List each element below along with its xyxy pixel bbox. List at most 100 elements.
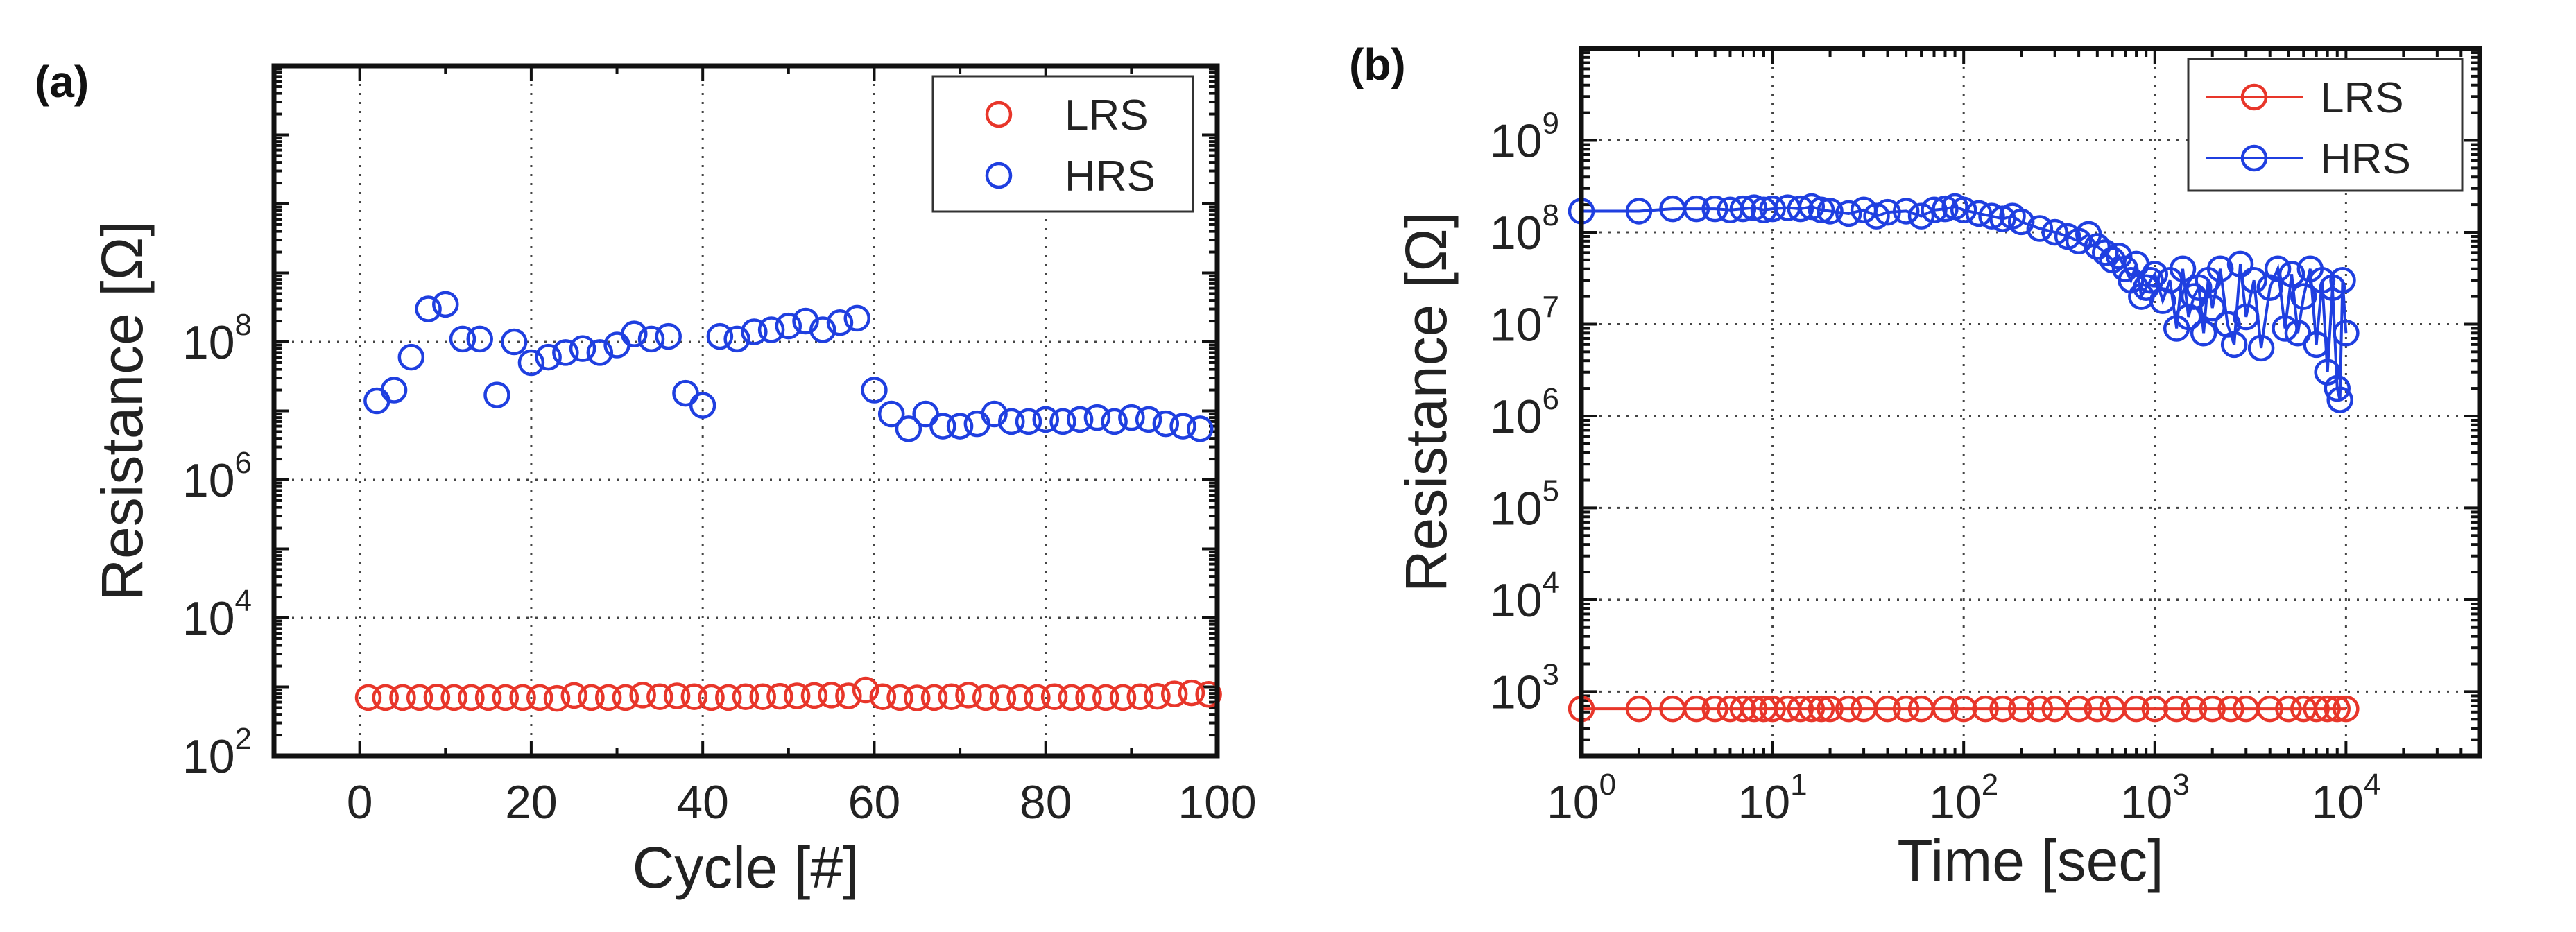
- data-point: [792, 307, 819, 335]
- legend-item-hrs: HRS: [985, 153, 1156, 200]
- data-point: [1740, 695, 1768, 723]
- legend-label: LRS: [2320, 74, 2404, 122]
- series-hrs: [363, 291, 1214, 442]
- data-point: [1950, 695, 1977, 723]
- series-line-hrs: [1581, 205, 2348, 401]
- data-point: [1759, 195, 1786, 223]
- data-point: [1729, 695, 1757, 723]
- legend-box: [931, 75, 1194, 213]
- data-point: [1126, 683, 1153, 710]
- data-point: [458, 684, 485, 711]
- x-tick-label: 102: [1929, 768, 1998, 829]
- data-point: [543, 684, 571, 712]
- data-point: [689, 392, 716, 419]
- data-point: [818, 682, 845, 709]
- data-point: [2240, 266, 2267, 294]
- data-point: [1032, 406, 1059, 433]
- data-point: [1101, 408, 1128, 435]
- x-tick-label: 100: [1547, 768, 1616, 829]
- data-point: [2264, 255, 2292, 282]
- data-point: [2278, 261, 2305, 288]
- data-point: [415, 295, 442, 322]
- data-point: [2163, 695, 2190, 723]
- data-point: [1874, 695, 1901, 723]
- data-point: [1187, 415, 1214, 442]
- data-point: [594, 684, 622, 711]
- data-point: [1950, 196, 1977, 224]
- data-point: [509, 684, 536, 711]
- data-point: [981, 400, 1008, 428]
- data-point: [2303, 695, 2330, 723]
- data-point: [2180, 695, 2208, 723]
- legend-item-hrs: HRS: [2206, 135, 2411, 183]
- y-tick-labels: 102 104 106 108: [182, 308, 252, 783]
- panel-label: (a): [35, 57, 89, 107]
- data-point: [1066, 406, 1094, 433]
- data-point: [1144, 682, 1171, 710]
- data-point: [1817, 198, 1844, 225]
- data-point: [1759, 695, 1786, 723]
- data-point: [2206, 255, 2234, 282]
- data-point: [1625, 695, 1653, 723]
- data-point: [2065, 695, 2093, 723]
- data-point: [1907, 202, 1935, 230]
- data-point: [466, 325, 493, 353]
- data-point: [800, 682, 828, 709]
- data-point: [989, 684, 1017, 711]
- legend: LRS HRS: [931, 75, 1194, 213]
- data-point: [372, 684, 399, 711]
- data-point: [363, 387, 390, 415]
- data-point: [2275, 695, 2302, 723]
- y-tick-label: 108: [1490, 198, 1559, 259]
- x-tick-label: 80: [1020, 776, 1072, 829]
- legend-marker: [985, 101, 1013, 128]
- data-point: [1701, 695, 1728, 723]
- data-point: [1092, 684, 1119, 711]
- data-point: [1729, 195, 1757, 223]
- plot-frame: [1579, 46, 2482, 759]
- data-point: [612, 684, 639, 711]
- data-point: [809, 316, 836, 343]
- data-point: [869, 683, 897, 710]
- legend-box: [2187, 58, 2464, 192]
- data-point: [526, 684, 553, 711]
- data-point: [1932, 195, 1959, 223]
- data-point: [1835, 200, 1862, 227]
- data-point: [2007, 208, 2035, 236]
- data-point: [1083, 404, 1111, 431]
- data-point: [1160, 680, 1188, 707]
- data-point: [2141, 261, 2169, 288]
- data-point: [2105, 243, 2133, 270]
- series-lrs: [354, 676, 1222, 712]
- data-point: [1109, 684, 1137, 711]
- data-point: [552, 339, 579, 366]
- data-point: [2190, 320, 2217, 347]
- data-point: [1178, 679, 1205, 707]
- data-point: [766, 682, 793, 710]
- y-tick-label: 107: [1490, 290, 1559, 351]
- data-point: [2324, 374, 2351, 402]
- data-point: [826, 309, 854, 336]
- x-axis-label: Cycle [#]: [633, 835, 859, 900]
- data-point: [946, 413, 974, 440]
- data-point: [535, 343, 562, 371]
- data-point: [578, 684, 605, 711]
- data-point: [1075, 684, 1102, 711]
- data-point: [2007, 695, 2035, 723]
- data-point: [500, 328, 528, 356]
- data-point: [1152, 410, 1180, 438]
- y-tick-label: 105: [1490, 474, 1559, 535]
- data-point: [646, 683, 673, 710]
- data-point: [2091, 239, 2119, 266]
- y-tick-label: 103: [1490, 657, 1559, 718]
- data-point: [637, 325, 665, 353]
- legend-label: LRS: [1065, 92, 1149, 139]
- data-point: [672, 379, 699, 407]
- data-point: [1863, 202, 1890, 230]
- x-tick-label: 60: [848, 776, 901, 829]
- data-point: [389, 684, 416, 711]
- data-point: [1118, 404, 1145, 431]
- data-point: [449, 325, 476, 353]
- data-point: [723, 325, 750, 353]
- data-point: [2333, 320, 2360, 347]
